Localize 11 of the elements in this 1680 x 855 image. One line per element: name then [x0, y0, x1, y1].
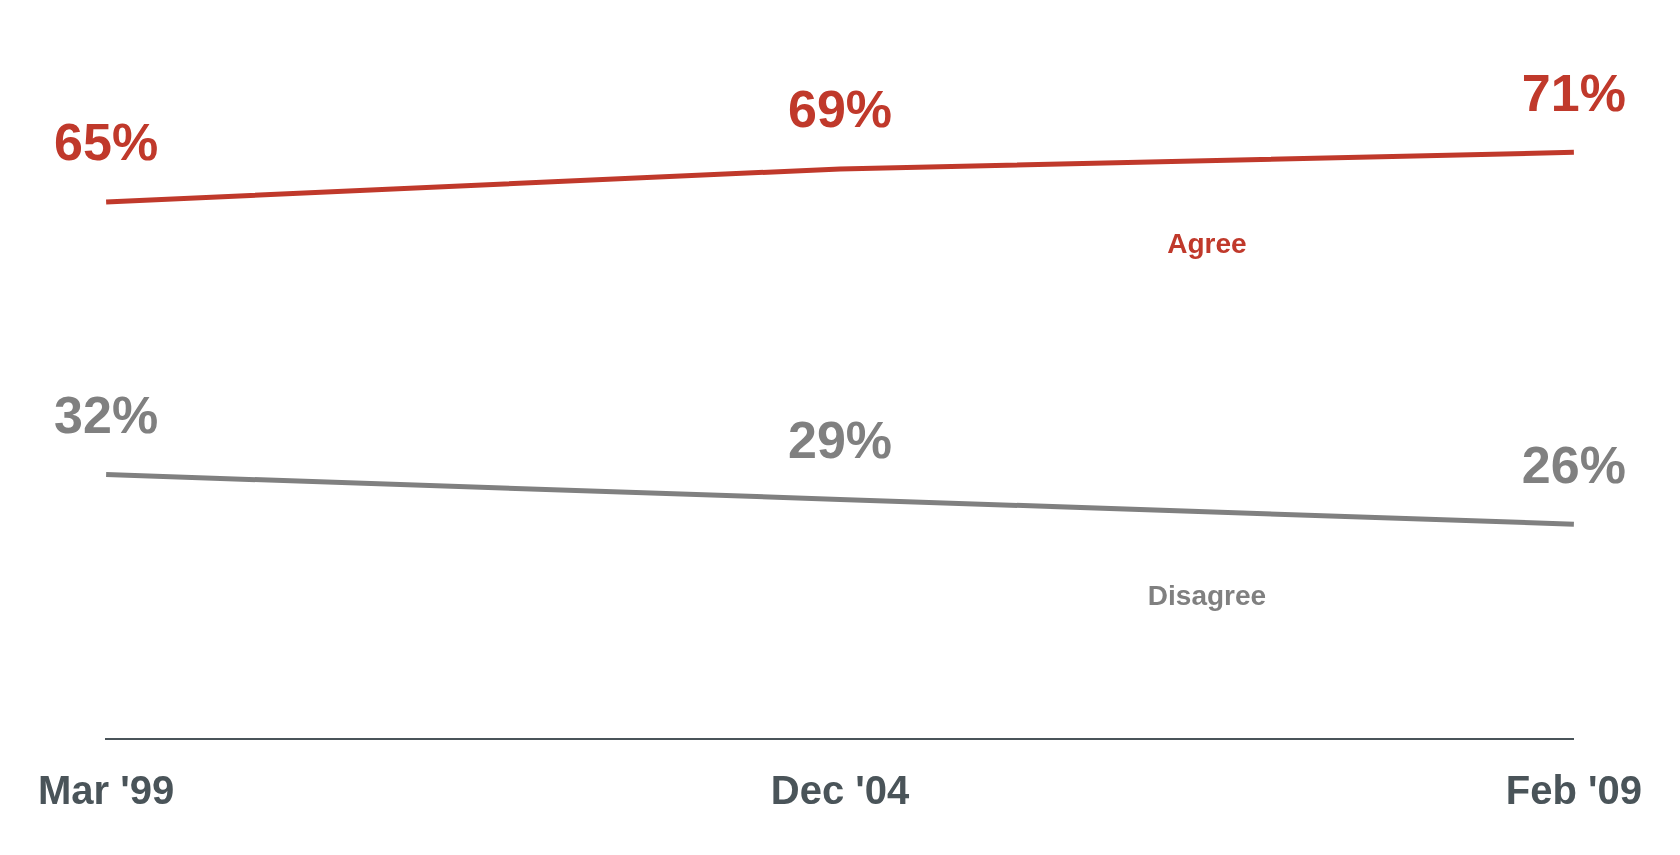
x-tick-label: Feb '09 — [1505, 768, 1642, 813]
text: Agree — [1167, 228, 1247, 260]
x-tick-label: Dec '04 — [770, 768, 910, 813]
data-label: 65% — [54, 113, 159, 172]
text: Disagree — [1147, 579, 1267, 611]
data-label: 29% — [787, 410, 893, 469]
x-tick-label: Mar '99 — [38, 768, 175, 813]
data-label: 26% — [1521, 435, 1626, 494]
data-label: 71% — [1521, 63, 1626, 122]
data-label: 69% — [787, 80, 893, 139]
data-label: 32% — [54, 385, 159, 444]
